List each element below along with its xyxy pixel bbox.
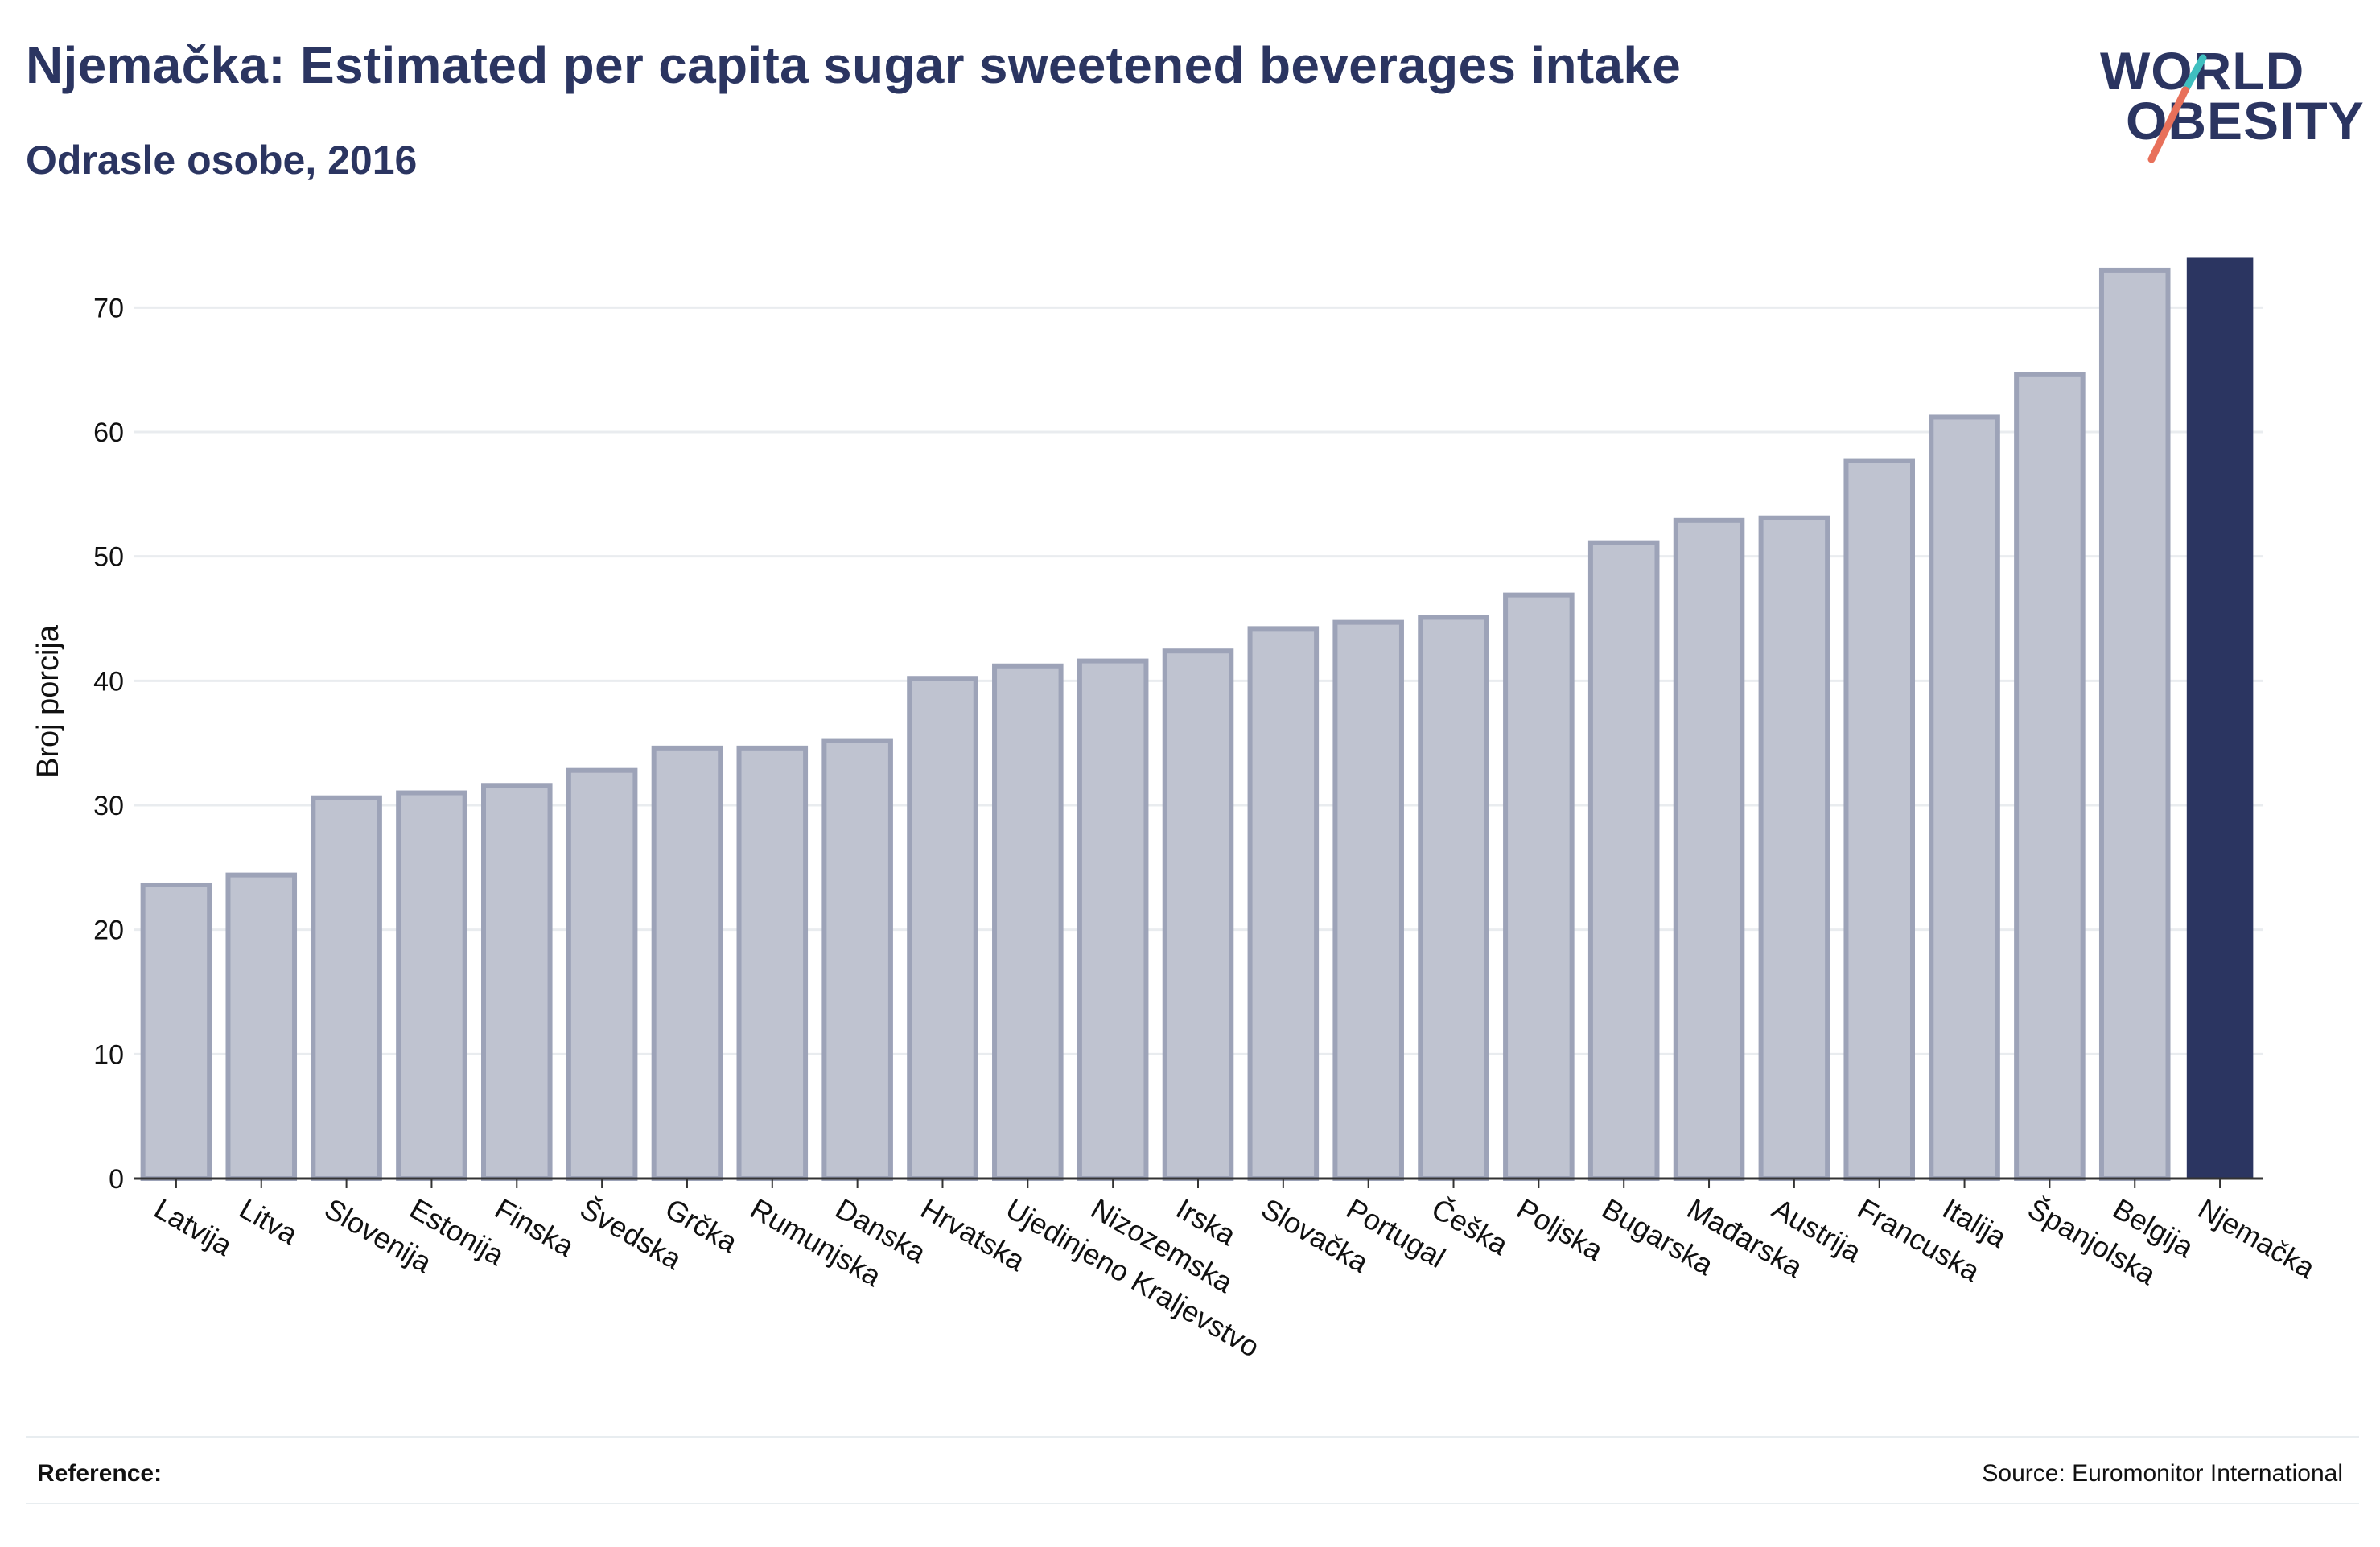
chart-subtitle: Odrasle osobe, 2016 [26,138,418,183]
source-text: Source: Euromonitor International [1982,1460,2343,1487]
chart-title: Njemačka: Estimated per capita sugar swe… [26,36,1682,94]
logo-text-world: WORLD [2100,41,2305,101]
bar-latvija [140,882,212,1182]
bar-danska [821,738,893,1181]
bar-litva [225,872,298,1181]
y-tick-label: 10 [93,1039,124,1070]
footer-divider-bottom [26,1503,2359,1504]
bar-portugal [1332,619,1404,1181]
y-tick-label: 40 [93,666,124,697]
bar-ujedinjeno-kraljevstvo [992,663,1064,1181]
logo-text-obesity: OBESITY [2126,91,2365,150]
y-tick-label: 70 [93,293,124,323]
bar-bugarska [1587,540,1660,1181]
y-tick-label: 0 [109,1164,124,1195]
bar-španjolska [2014,372,2086,1181]
x-tick-label: Litva [234,1191,304,1251]
bar-nizozemska [1077,658,1149,1181]
bar-slovenija [311,795,382,1181]
bars [140,257,2254,1182]
bar-estonija [396,790,467,1181]
reference-label: Reference: [37,1460,163,1487]
y-tick-label: 60 [93,418,124,448]
bar-slovačka [1247,626,1320,1181]
logo-slash-icon [2147,54,2207,163]
world-obesity-logo: WORLD OBESITY [2100,40,2366,169]
bar-švedska [566,767,638,1182]
footer-divider-top [26,1436,2359,1438]
y-tick-label: 50 [93,542,124,573]
bar-irska [1162,648,1234,1181]
bar-rumunjska [736,745,809,1181]
bar-poljska [1503,592,1575,1181]
bar-francuska [1843,458,1915,1181]
bar-hrvatska [907,676,978,1181]
bar-češka [1418,615,1489,1181]
y-axis-label: Broj porcija [31,624,65,778]
bar-italija [1929,414,2000,1181]
x-tick-label: Latvija [149,1191,238,1262]
bar-finska [481,783,553,1182]
y-tick-label: 30 [93,791,124,821]
bar-njemačka [2186,257,2254,1179]
x-tick-label: Njemačka [2193,1191,2321,1285]
x-tick-label: Poljska [1511,1191,1609,1267]
bar-austrija [1758,515,1830,1181]
bar-mađarska [1673,517,1745,1181]
bar-belgija [2098,267,2171,1181]
y-tick-label: 20 [93,915,124,946]
bar-grčka [651,745,723,1181]
